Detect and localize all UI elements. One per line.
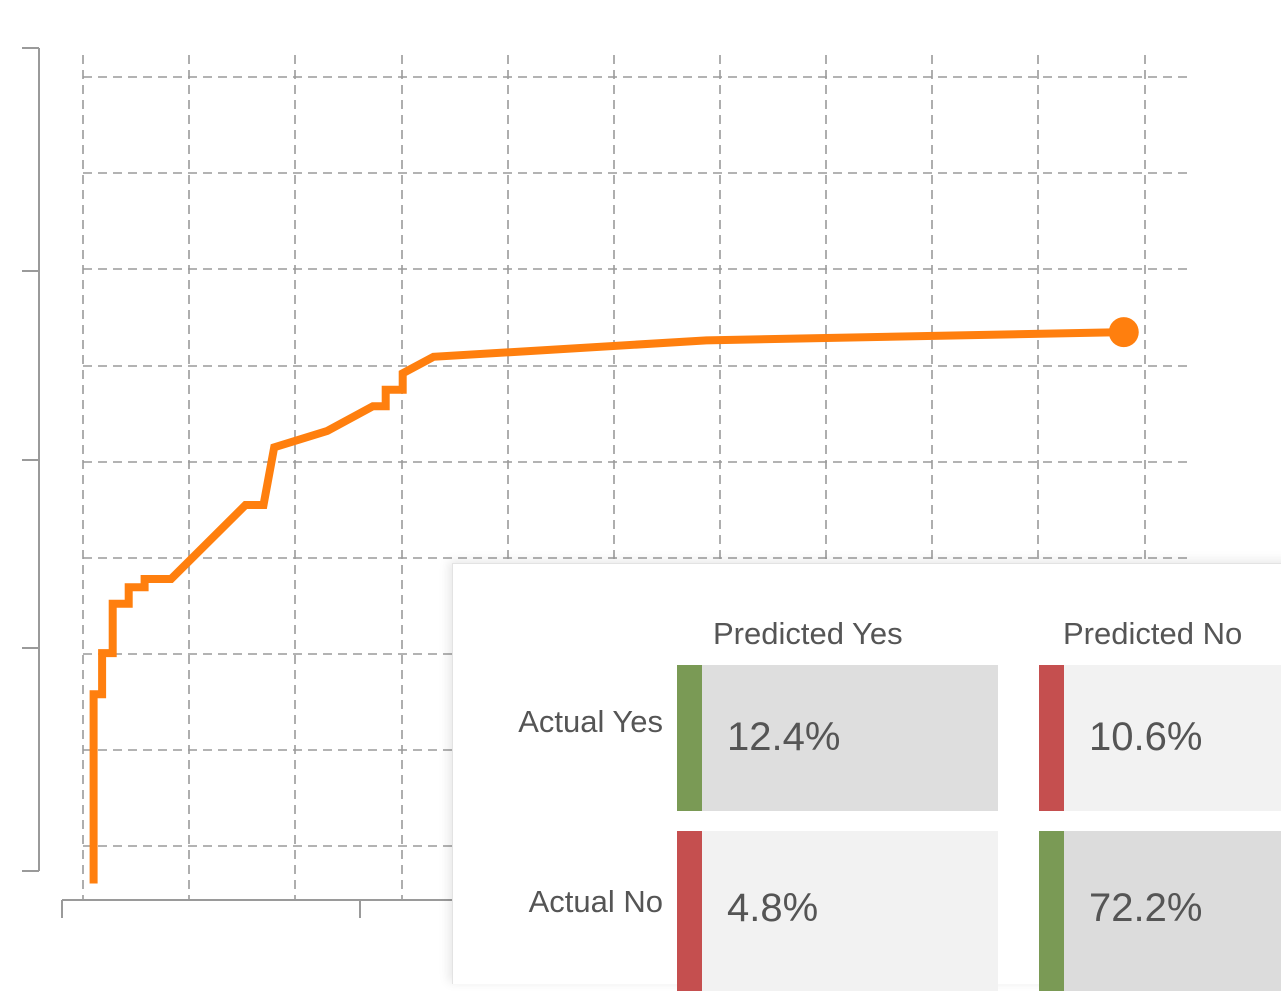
- cell-value: 12.4%: [727, 715, 841, 759]
- predicted-yes-header: Predicted Yes: [713, 616, 903, 651]
- confusion-matrix-panel: Predicted Yes Predicted No Actual Yes Ac…: [452, 563, 1281, 991]
- actual-yes-label: Actual Yes: [518, 704, 663, 739]
- actual-no-label: Actual No: [528, 884, 663, 919]
- incorrect-indicator-bar: [677, 831, 702, 991]
- gain-curve-end-point: [1108, 317, 1139, 348]
- correct-indicator-bar: [1039, 831, 1064, 991]
- cell-value: 4.8%: [727, 886, 819, 930]
- cell-value: 72.2%: [1089, 886, 1203, 930]
- correct-indicator-bar: [677, 665, 702, 811]
- gain-curve-line: [89, 328, 1124, 884]
- chart-series: [89, 317, 1139, 884]
- cell-value: 10.6%: [1089, 715, 1203, 759]
- cell-actual-no-predicted-yes: 4.8%: [677, 831, 998, 991]
- predicted-no-header: Predicted No: [1063, 616, 1243, 651]
- cell-actual-yes-predicted-yes: 12.4%: [677, 665, 998, 811]
- cell-actual-no-predicted-no: 72.2%: [1039, 831, 1281, 991]
- cell-actual-yes-predicted-no: 10.6%: [1039, 665, 1281, 811]
- incorrect-indicator-bar: [1039, 665, 1064, 811]
